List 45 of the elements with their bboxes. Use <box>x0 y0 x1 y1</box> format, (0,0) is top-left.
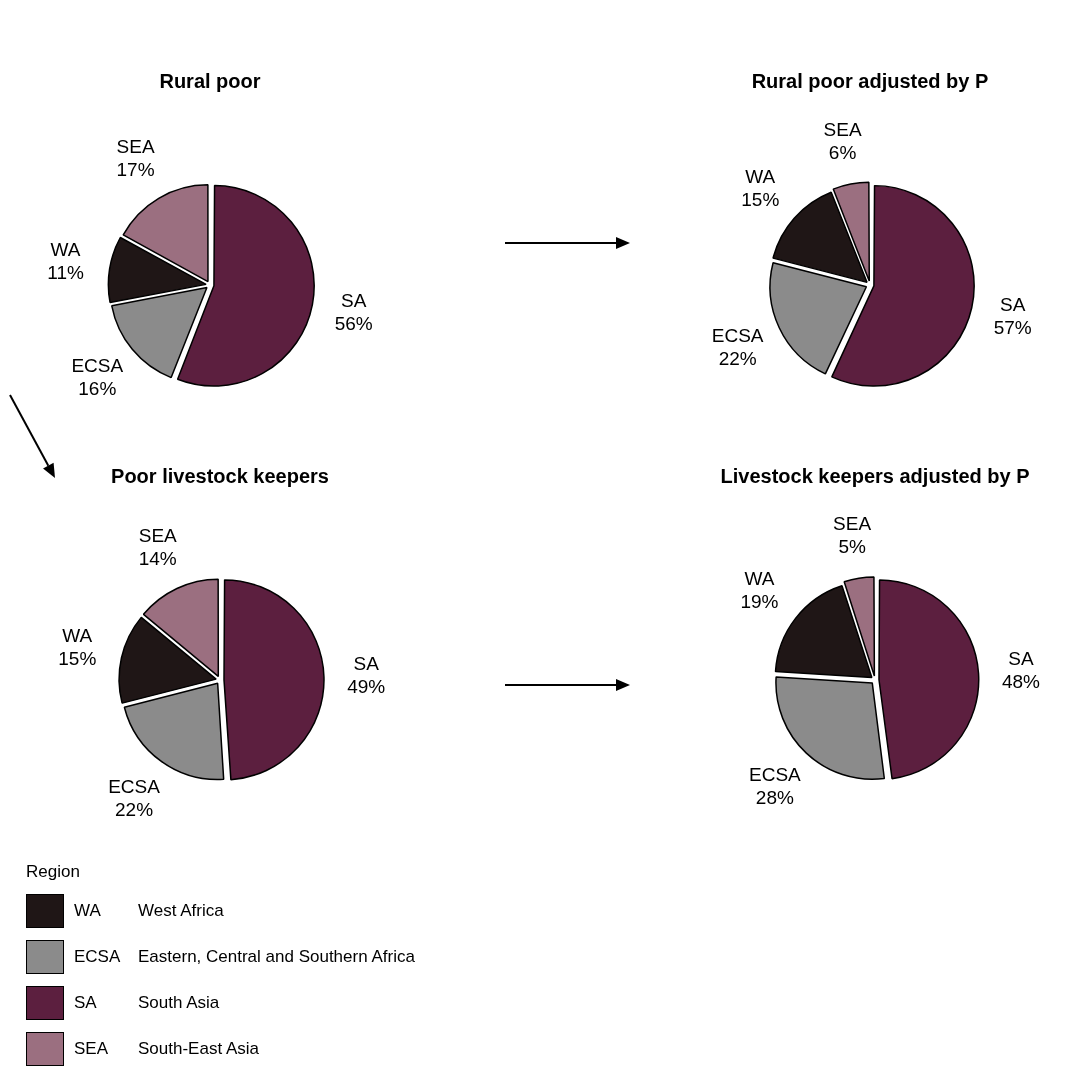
category-label: ECSA <box>74 947 122 967</box>
slice-label: SEA <box>833 512 872 534</box>
data-label: 22% <box>718 347 757 369</box>
slice-label: SEA <box>823 118 862 140</box>
data-label: 14% <box>138 547 177 569</box>
slice-label: WA <box>744 567 775 589</box>
data-label: 19% <box>740 590 779 612</box>
slice-label: ECSA <box>71 355 124 377</box>
category-label: WA <box>74 901 102 921</box>
data-label: 56% <box>334 312 373 334</box>
slice-label: SEA <box>138 524 178 546</box>
chart-title: Poor livestock keepers <box>110 465 330 489</box>
data-label: 11% <box>47 262 84 284</box>
slice-label: SEA <box>116 136 155 158</box>
slice-label: WA <box>50 239 81 261</box>
chart-title: Rural poor <box>158 70 262 94</box>
category-label: SA <box>74 993 98 1013</box>
text: West Africa <box>138 901 224 921</box>
data-label: 48% <box>1001 671 1041 693</box>
slice-label: ECSA <box>749 763 802 785</box>
data-label: 22% <box>115 798 154 820</box>
slice-label: SA <box>1000 294 1026 316</box>
data-label: 17% <box>116 159 155 181</box>
chart-title: Rural poor adjusted by P <box>750 70 990 94</box>
slice-label: SA <box>353 652 380 674</box>
slice-label: SA <box>1008 648 1034 670</box>
slice-label: WA <box>745 165 776 187</box>
data-label: 6% <box>828 141 857 163</box>
data-label: 5% <box>838 535 866 557</box>
text: South Asia <box>138 993 220 1013</box>
data-label: 49% <box>347 675 386 697</box>
category-label: SEA <box>74 1039 110 1059</box>
text: Eastern, Central and Southern Africa <box>138 947 415 967</box>
data-label: 16% <box>78 378 117 400</box>
legend-title: Region <box>26 862 81 882</box>
slice-label: ECSA <box>108 775 161 797</box>
data-label: 57% <box>993 317 1032 339</box>
text: South-East Asia <box>138 1039 259 1059</box>
slice-label: SA <box>340 289 367 311</box>
data-label: 15% <box>741 188 780 210</box>
data-label: 28% <box>755 786 794 808</box>
data-label: 15% <box>58 648 97 670</box>
chart-title: Livestock keepers adjusted by P <box>719 465 1031 489</box>
slice-label: WA <box>62 625 93 647</box>
slice-label: ECSA <box>711 324 764 346</box>
